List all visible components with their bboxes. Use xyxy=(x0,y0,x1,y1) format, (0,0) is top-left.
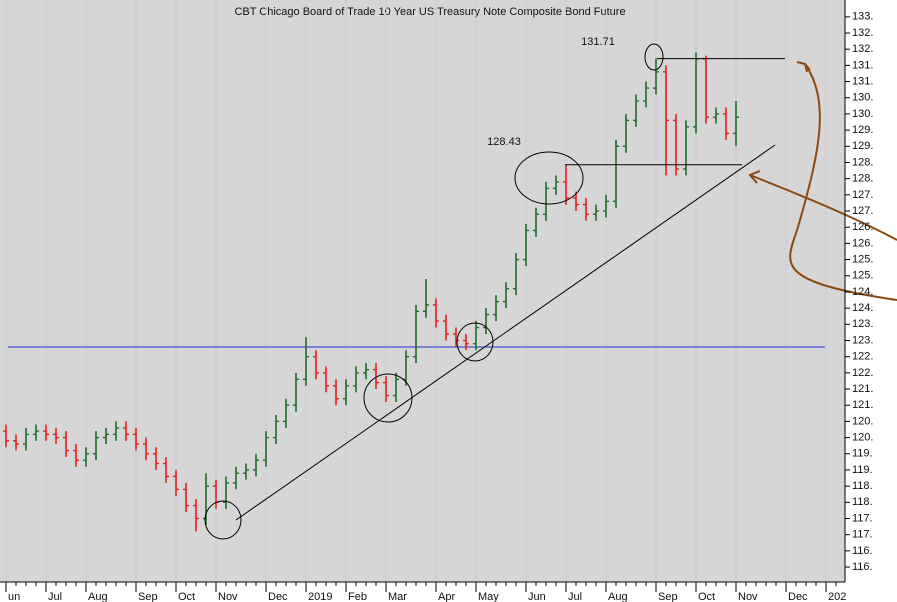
circle xyxy=(644,43,664,71)
x-tick-label: Jun xyxy=(528,591,546,602)
x-tick-label: Aug xyxy=(608,591,628,602)
circle xyxy=(363,373,413,423)
y-tick-label: 119. xyxy=(852,464,873,476)
x-tick-label: May xyxy=(478,591,499,602)
y-tick-label: 122. xyxy=(852,367,873,379)
grid xyxy=(5,0,827,582)
y-tick-label: 119. xyxy=(852,448,873,460)
y-tick-label: 127. xyxy=(852,205,873,217)
y-tick-label: 127. xyxy=(852,189,873,201)
annotation-label: 128.43 xyxy=(487,136,521,148)
circle xyxy=(514,151,584,205)
circle xyxy=(456,322,494,362)
y-tick-label: 126. xyxy=(852,237,873,249)
y-tick-label: 130. xyxy=(852,92,873,104)
x-tick-label: Oct xyxy=(698,591,715,602)
y-tick-label: 126. xyxy=(852,221,873,233)
x-tick-label: 202 xyxy=(828,591,846,602)
x-tick-label: Dec xyxy=(788,591,808,602)
y-tick-label: 129. xyxy=(852,140,873,152)
y-tick-label: 124. xyxy=(852,302,873,314)
y-tick-label: 132. xyxy=(852,43,873,55)
x-tick-label: Sep xyxy=(658,591,678,602)
y-tick-label: 125. xyxy=(852,253,873,265)
x-axis-area xyxy=(0,582,897,602)
y-tick-label: 130. xyxy=(852,108,873,120)
y-tick-label: 120. xyxy=(852,415,873,427)
y-tick-label: 118. xyxy=(852,496,873,508)
arrow-head xyxy=(748,170,761,184)
x-tick-label: Feb xyxy=(348,591,367,602)
y-tick-label: 120. xyxy=(852,431,873,443)
annotation-label: 131.71 xyxy=(581,36,615,48)
x-tick-label: Jul xyxy=(568,591,582,602)
y-tick-label: 123. xyxy=(852,318,873,330)
y-tick-label: 132. xyxy=(852,27,873,39)
chart-title: CBT Chicago Board of Trade 10 Year US Tr… xyxy=(234,6,625,18)
x-tick-label: Oct xyxy=(178,591,195,602)
y-tick-label: 131. xyxy=(852,59,873,71)
trend-line xyxy=(235,144,776,521)
y-tick-label: 117. xyxy=(852,529,873,541)
y-tick-label: 131. xyxy=(852,75,873,87)
y-tick-label: 121. xyxy=(852,399,873,411)
drawings xyxy=(204,43,897,540)
x-tick-label: Dec xyxy=(268,591,288,602)
y-tick-label: 122. xyxy=(852,351,873,363)
y-tick-label: 121. xyxy=(852,383,873,395)
x-tick-label: Aug xyxy=(88,591,108,602)
circle xyxy=(204,500,242,540)
y-tick-label: 128. xyxy=(852,173,873,185)
arrow xyxy=(749,174,897,241)
x-tick-label: Apr xyxy=(438,591,455,602)
y-tick-label: 129. xyxy=(852,124,873,136)
x-tick-label: Jul xyxy=(48,591,62,602)
y-tick-label: 118. xyxy=(852,480,873,492)
y-tick-label: 117. xyxy=(852,512,873,524)
y-tick-label: 125. xyxy=(852,270,873,282)
marks xyxy=(3,52,825,532)
x-tick-label: un xyxy=(8,591,20,602)
y-tick-label: 116. xyxy=(852,561,873,573)
x-tick-label: Sep xyxy=(138,591,158,602)
x-tick-label: Mar xyxy=(388,591,407,602)
x-tick-label: 2019 xyxy=(308,591,332,602)
y-axis-area xyxy=(845,0,897,602)
y-tick-label: 133. xyxy=(852,11,873,23)
y-tick-label: 124. xyxy=(852,286,873,298)
y-tick-label: 128. xyxy=(852,156,873,168)
plot-area xyxy=(0,0,845,582)
x-tick-label: Nov xyxy=(218,591,238,602)
x-tick-label: Nov xyxy=(738,591,758,602)
arrow-head xyxy=(796,61,811,73)
y-tick-label: 123. xyxy=(852,334,873,346)
arrow xyxy=(789,63,897,301)
y-tick-label: 116. xyxy=(852,545,873,557)
